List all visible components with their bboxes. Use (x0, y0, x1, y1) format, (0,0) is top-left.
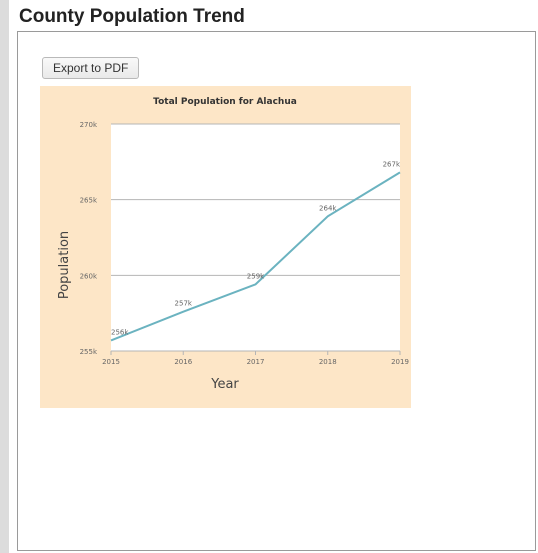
data-label: 259k (247, 272, 265, 280)
x-tick-label: 2017 (247, 358, 265, 366)
population-line-chart: Total Population for Alachua 255k 260k 265… (40, 86, 411, 408)
y-tick-label: 260k (80, 272, 98, 280)
x-axis-label: Year (210, 377, 239, 392)
y-tick-label: 265k (80, 197, 98, 205)
data-labels: 256k 257k 259k 264k 267k (111, 160, 401, 336)
chart-title: Total Population for Alachua (153, 97, 297, 107)
x-tick-label: 2018 (319, 358, 337, 366)
page-title: County Population Trend (19, 6, 245, 27)
y-axis-ticks: 255k 260k 265k 270k (80, 121, 98, 356)
gridlines (111, 123, 400, 352)
chart-panel: Export to PDF Total Population for Alach… (17, 31, 536, 551)
data-label: 267k (383, 160, 401, 168)
x-tick-label: 2015 (102, 358, 120, 366)
y-tick-label: 255k (80, 348, 98, 356)
plot-area (111, 124, 400, 351)
chart-container: Total Population for Alachua 255k 260k 265… (40, 86, 411, 408)
data-label: 256k (111, 328, 129, 336)
left-rail (0, 0, 9, 553)
x-axis-ticks: 2015 2016 2017 2018 2019 (102, 351, 409, 366)
export-pdf-button[interactable]: Export to PDF (42, 57, 140, 79)
data-label: 264k (319, 204, 337, 212)
data-label: 257k (175, 300, 193, 308)
x-tick-label: 2016 (174, 358, 192, 366)
y-axis-label: Population (57, 231, 72, 299)
series-line (110, 171, 401, 342)
y-tick-label: 270k (80, 121, 98, 129)
x-tick-label: 2019 (391, 358, 409, 366)
